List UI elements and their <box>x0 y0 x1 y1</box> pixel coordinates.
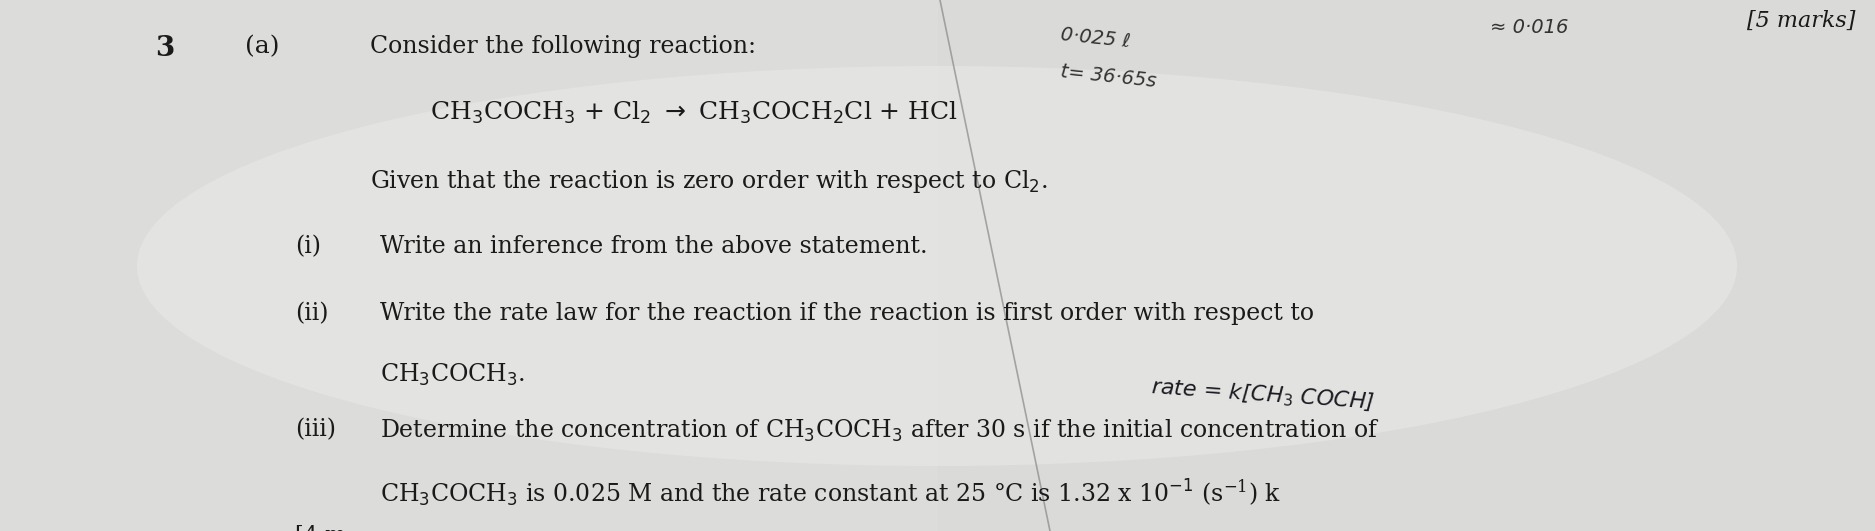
Bar <box>94 0 188 531</box>
Text: [5 marks]: [5 marks] <box>1748 10 1854 32</box>
Text: (i): (i) <box>294 235 321 258</box>
Bar <box>1312 0 1406 531</box>
Text: t= 36·65s: t= 36·65s <box>1059 62 1157 91</box>
Text: (a): (a) <box>246 35 279 58</box>
Bar <box>1406 0 1500 531</box>
Bar <box>562 0 656 531</box>
Bar <box>1688 0 1781 531</box>
Text: [4 m: [4 m <box>294 525 347 531</box>
Bar <box>1219 0 1312 531</box>
Bar <box>1125 0 1219 531</box>
Text: (ii): (ii) <box>294 302 328 325</box>
Text: (iii): (iii) <box>294 418 336 441</box>
Text: CH$_3$COCH$_3$.: CH$_3$COCH$_3$. <box>381 362 525 388</box>
Bar <box>844 0 938 531</box>
Text: 0·025 ℓ: 0·025 ℓ <box>1059 25 1132 51</box>
Bar <box>1594 0 1688 531</box>
Text: Consider the following reaction:: Consider the following reaction: <box>369 35 756 58</box>
Text: Write the rate law for the reaction if the reaction is first order with respect : Write the rate law for the reaction if t… <box>381 302 1314 325</box>
Bar <box>469 0 562 531</box>
Bar <box>1031 0 1125 531</box>
Text: CH$_3$COCH$_3$ + Cl$_2$ $\rightarrow$ CH$_3$COCH$_2$Cl + HCl: CH$_3$COCH$_3$ + Cl$_2$ $\rightarrow$ CH… <box>429 100 958 126</box>
Text: Write an inference from the above statement.: Write an inference from the above statem… <box>381 235 928 258</box>
Bar <box>281 0 375 531</box>
Text: Determine the concentration of CH$_3$COCH$_3$ after 30 s if the initial concentr: Determine the concentration of CH$_3$COC… <box>381 418 1380 444</box>
Text: rate = k$\mathregular{[}$CH$_3$ COCH$\mathregular{]}$: rate = k$\mathregular{[}$CH$_3$ COCH$\ma… <box>1149 375 1376 414</box>
Ellipse shape <box>137 66 1736 466</box>
Bar <box>656 0 750 531</box>
Bar <box>1781 0 1875 531</box>
Bar <box>375 0 469 531</box>
Bar <box>188 0 281 531</box>
Bar <box>938 0 1031 531</box>
Text: CH$_3$COCH$_3$ is 0.025 M and the rate constant at 25 °C is 1.32 x 10$^{-1}$ $\m: CH$_3$COCH$_3$ is 0.025 M and the rate c… <box>381 478 1281 509</box>
Text: ≈ 0·016: ≈ 0·016 <box>1491 18 1567 37</box>
Text: Given that the reaction is zero order with respect to Cl$_2$.: Given that the reaction is zero order wi… <box>369 168 1048 195</box>
Text: 3: 3 <box>156 35 174 62</box>
Bar <box>1500 0 1594 531</box>
Bar <box>0 0 94 531</box>
Bar <box>750 0 844 531</box>
